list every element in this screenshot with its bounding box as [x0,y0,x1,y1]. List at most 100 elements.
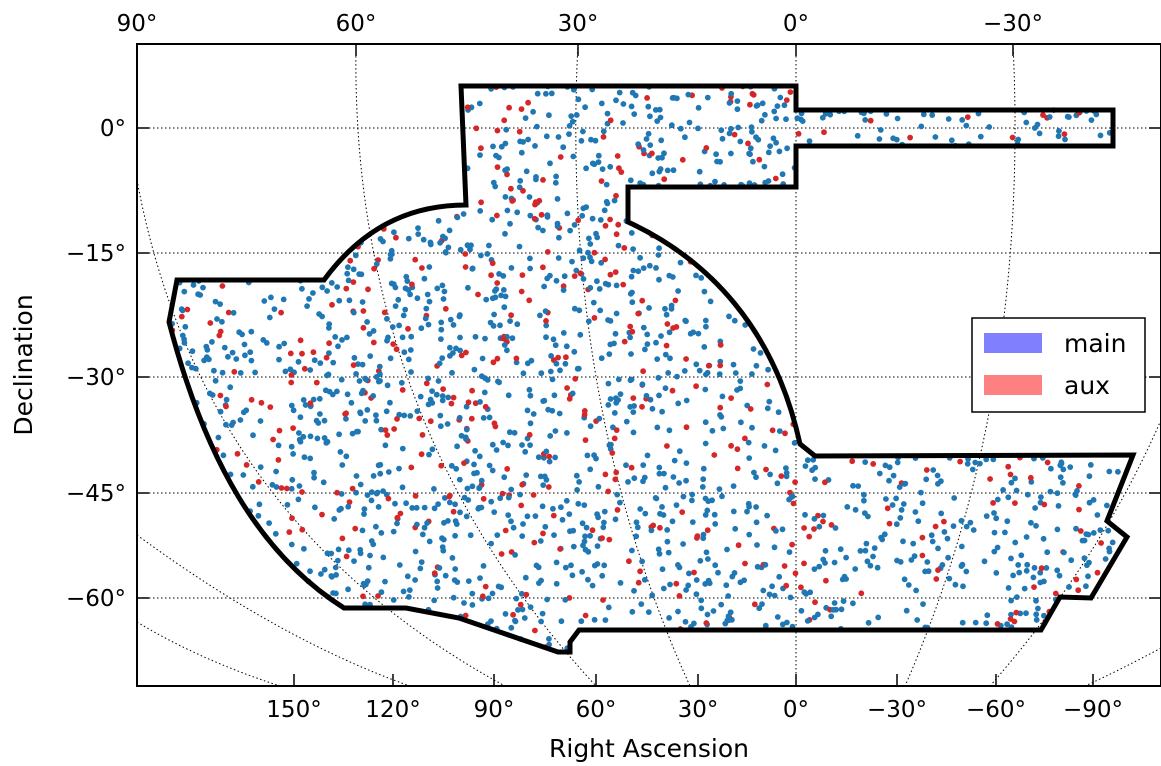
aux-point [480,495,487,502]
main-point [593,455,599,462]
main-point [1040,535,1047,542]
aux-point [365,286,371,293]
main-point [288,541,295,548]
aux-point [672,297,679,304]
main-point [774,614,781,620]
main-point [482,375,488,382]
main-point [908,557,915,563]
main-point [431,486,437,492]
main-point [629,299,636,306]
main-point [504,207,511,214]
aux-point [612,269,619,275]
main-point [431,505,438,512]
main-point [919,500,926,507]
main-point [555,134,562,140]
main-point [1105,527,1112,534]
main-point [674,373,680,380]
aux-point [581,411,588,418]
aux-point [409,281,415,288]
aux-point [747,101,753,108]
aux-point [611,435,618,442]
main-point [1068,557,1075,564]
main-point [831,600,838,606]
aux-point [494,280,501,286]
main-point [861,497,867,504]
main-point [450,594,457,601]
aux-point [412,256,419,263]
aux-point [297,337,304,344]
aux-point [502,527,509,534]
main-point [1073,525,1079,532]
aux-point [602,256,608,263]
aux-point [828,522,835,528]
main-point [437,423,444,430]
main-point [900,501,907,507]
main-point [425,321,432,328]
main-point [628,230,635,236]
main-point [190,282,197,288]
main-point [920,111,927,118]
main-point [595,483,602,490]
main-point [346,297,353,304]
aux-point [416,415,423,422]
main-point [457,334,463,341]
main-point [268,294,274,301]
aux-point [572,375,579,382]
aux-point [458,352,465,359]
main-point [676,480,682,486]
main-point [701,344,708,350]
aux-point [679,156,686,163]
main-point [675,400,682,407]
aux-point [781,563,788,569]
main-point [401,349,408,356]
main-point [709,427,716,434]
main-point [959,117,966,123]
aux-point [607,117,614,124]
main-point [501,304,508,311]
main-point [761,443,768,449]
main-point [1012,539,1019,546]
main-point [747,151,753,158]
main-point [1013,487,1020,494]
main-point [488,540,494,547]
main-point [1097,527,1104,533]
main-point [963,122,970,129]
main-point [522,448,529,455]
aux-point [923,467,930,473]
main-point [1000,487,1006,493]
main-point [364,319,370,325]
main-point [197,292,204,298]
main-point [990,456,997,463]
aux-point [728,395,734,401]
main-point [345,547,352,554]
main-point [513,595,520,602]
main-point [728,90,735,97]
main-point [266,314,273,321]
main-point [345,503,352,510]
main-point [435,501,441,507]
main-point [589,215,596,222]
main-point [734,98,741,104]
main-point [573,267,580,274]
main-point [769,583,775,590]
main-point [876,470,883,477]
main-point [802,511,808,518]
main-point [934,472,941,479]
main-point [641,576,648,583]
aux-point [319,511,325,518]
main-point [714,158,720,165]
main-point [1037,579,1044,586]
main-point [306,296,312,302]
main-point [587,423,594,430]
main-point [944,535,951,542]
aux-point [705,362,712,369]
main-point [1028,519,1034,526]
aux-point [941,518,947,525]
aux-point [591,315,598,321]
main-point [482,335,488,342]
main-point [924,559,931,565]
main-point [655,546,662,553]
main-point [288,485,295,492]
main-point [935,545,941,552]
main-point [702,419,709,426]
